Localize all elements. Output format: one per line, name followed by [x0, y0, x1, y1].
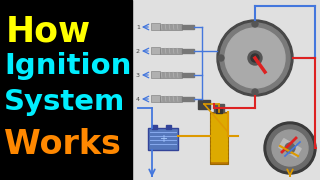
- Text: +: +: [159, 134, 167, 144]
- Bar: [211, 118, 227, 120]
- Bar: [211, 158, 227, 161]
- Text: 1: 1: [136, 24, 140, 30]
- Bar: [166, 125, 171, 129]
- Text: 2: 2: [136, 48, 140, 53]
- Bar: [214, 104, 224, 112]
- Bar: [211, 126, 227, 129]
- Bar: [211, 150, 227, 152]
- Bar: [0, 0, 132, 180]
- Bar: [160, 24, 182, 30]
- Bar: [151, 95, 160, 102]
- Circle shape: [220, 23, 290, 93]
- Circle shape: [251, 54, 259, 62]
- Text: Works: Works: [4, 128, 121, 161]
- Text: 3: 3: [136, 73, 140, 78]
- Bar: [151, 71, 160, 78]
- Text: System: System: [4, 88, 125, 116]
- Bar: [182, 49, 194, 53]
- Bar: [151, 47, 160, 54]
- Circle shape: [225, 28, 285, 88]
- Bar: [182, 97, 194, 100]
- Circle shape: [217, 20, 293, 96]
- Circle shape: [267, 125, 313, 171]
- Text: 4: 4: [136, 96, 140, 102]
- Bar: [211, 142, 227, 145]
- Bar: [279, 139, 301, 157]
- Bar: [160, 96, 182, 102]
- Bar: [211, 122, 227, 125]
- Circle shape: [252, 89, 258, 95]
- Circle shape: [252, 21, 258, 27]
- Bar: [211, 114, 227, 116]
- Bar: [132, 0, 320, 180]
- Circle shape: [272, 130, 308, 166]
- Bar: [211, 134, 227, 136]
- Bar: [216, 108, 222, 113]
- Bar: [148, 128, 178, 150]
- Bar: [211, 130, 227, 132]
- Bar: [160, 48, 182, 53]
- Bar: [198, 100, 210, 109]
- Bar: [211, 146, 227, 148]
- Bar: [182, 25, 194, 28]
- Circle shape: [218, 55, 224, 61]
- Bar: [211, 138, 227, 141]
- Bar: [160, 72, 182, 78]
- Bar: [152, 125, 157, 129]
- Bar: [151, 23, 160, 30]
- Text: Ignition: Ignition: [4, 52, 132, 80]
- Circle shape: [264, 122, 316, 174]
- Bar: [210, 112, 228, 164]
- Bar: [211, 154, 227, 156]
- Circle shape: [248, 51, 262, 65]
- Circle shape: [285, 143, 295, 153]
- Text: How: How: [6, 14, 91, 48]
- Bar: [182, 73, 194, 76]
